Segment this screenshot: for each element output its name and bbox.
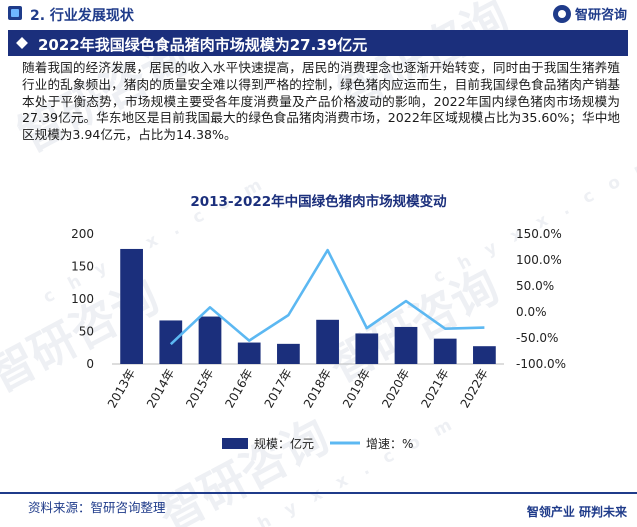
left-axis-tick-label: 200 — [71, 227, 94, 241]
footer-divider — [0, 492, 637, 494]
footer-slogan: 智领产业 研判未来 — [526, 505, 627, 519]
bar — [237, 342, 261, 364]
bar — [120, 248, 143, 364]
bar — [433, 338, 457, 364]
bar — [316, 319, 339, 364]
bar — [355, 333, 379, 364]
chart-title: 2013-2022年中国绿色猪肉市场规模变动 — [190, 193, 447, 210]
x-tick-label: 2018年 — [301, 367, 334, 411]
x-tick-label: 2014年 — [144, 367, 177, 411]
right-axis-tick-label: -100.0% — [516, 357, 566, 371]
left-axis-tick-label: 150 — [71, 260, 94, 274]
bar — [277, 343, 300, 364]
bar — [198, 316, 222, 364]
x-tick-label: 2016年 — [222, 367, 255, 411]
left-axis-tick-label: 0 — [86, 357, 94, 371]
combo-chart: 2013-2022年中国绿色猪肉市场规模变动 0 50 100 150 200 -100.0… — [71, 193, 566, 451]
section-title: 2. 行业发展现状 — [30, 8, 134, 24]
section-icon — [8, 6, 22, 20]
right-axis-tick-label: 100.0% — [516, 253, 562, 267]
x-tick-label: 2021年 — [418, 367, 451, 411]
growth-line — [169, 248, 485, 346]
x-tick-label: 2013年 — [105, 367, 138, 411]
bar — [394, 326, 418, 364]
x-tick-label: 2017年 — [262, 367, 295, 411]
brand-logo: 智研咨询 — [552, 4, 627, 23]
right-axis-tick-label: 0.0% — [516, 305, 547, 319]
legend-bar-swatch — [222, 438, 248, 449]
x-tick-label: 2020年 — [379, 367, 412, 411]
legend-bar-label: 规模：亿元 — [254, 436, 314, 451]
x-tick-label: 2022年 — [458, 367, 491, 411]
right-axis-tick-label: -50.0% — [516, 331, 558, 345]
left-axis-tick-label: 50 — [79, 325, 94, 339]
title-bar: 2022年我国绿色食品猪肉市场规模为27.39亿元 — [8, 30, 628, 56]
x-tick-label: 2019年 — [340, 367, 373, 411]
page-title: 2022年我国绿色食品猪肉市场规模为27.39亿元 — [38, 36, 368, 54]
logo-icon — [552, 4, 571, 23]
source-note: 资料来源：智研咨询整理 — [28, 500, 166, 515]
chart-container: 2013-2022年中国绿色猪肉市场规模变动 0 50 100 150 200 -100.0… — [0, 186, 637, 476]
right-axis-tick-label: 150.0% — [516, 227, 562, 241]
right-axis-tick-label: 50.0% — [516, 279, 554, 293]
top-bar: 2. 行业发展现状 智研咨询 — [0, 0, 637, 28]
x-tick-label: 2015年 — [183, 367, 216, 411]
bar — [159, 320, 183, 364]
body-paragraph: 随着我国的经济发展，居民的收入水平快速提高，居民的消费理念也逐渐开始转变，同时由… — [22, 60, 620, 143]
bar — [473, 346, 496, 364]
logo-text: 智研咨询 — [574, 8, 627, 23]
left-axis-tick-label: 100 — [71, 292, 94, 306]
legend-line-label: 增速：% — [366, 437, 413, 451]
